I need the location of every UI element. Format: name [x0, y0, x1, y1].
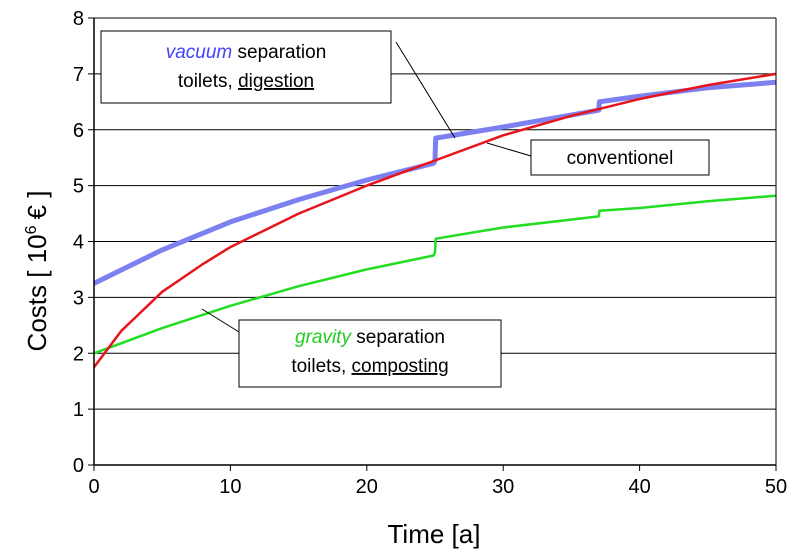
y-axis-label-main: Costs [ 10: [22, 234, 52, 351]
svg-text:gravity separation: gravity separation: [295, 327, 445, 348]
annotation-gravity-rest: separation: [356, 327, 445, 348]
annotation-gravity-box: [238, 319, 502, 388]
annotation-gravity: gravity separation toilets, composting: [201, 308, 502, 388]
svg-text:vacuum separation: vacuum separation: [166, 42, 327, 63]
axes: [88, 17, 777, 471]
y-tick-label-4: 4: [73, 232, 84, 254]
annotation-gravity-colored: gravity: [295, 327, 352, 348]
series-line-conventional: [93, 72, 777, 368]
y-tick-label-7: 7: [73, 64, 84, 86]
y-tick-label-5: 5: [73, 176, 84, 198]
annotation-vacuum-underlined: digestion: [238, 71, 314, 92]
y-tick-label-3: 3: [73, 287, 84, 309]
annotation-vacuum-colored: vacuum: [166, 42, 233, 63]
svg-text:toilets, digestion: toilets, digestion: [178, 71, 314, 92]
y-axis-label-exponent: 6: [23, 225, 40, 234]
annotation-vacuum-leader: [395, 41, 456, 139]
annotation-gravity-leader: [201, 308, 240, 333]
annotation-vacuum-rest: separation: [238, 42, 327, 63]
svg-text:Costs [ 106€ ]: Costs [ 106 € ]: [22, 191, 52, 352]
x-tick-label-40: 40: [628, 476, 650, 498]
annotation-gravity-plain: toilets,: [291, 356, 346, 377]
series-lines: [92, 72, 777, 368]
annotation-vacuum-box: [100, 30, 392, 104]
y-tick-label-0: 0: [73, 455, 84, 477]
x-axis-label: Time [a]: [388, 519, 481, 549]
x-tick-label-10: 10: [219, 476, 241, 498]
series-line-vacuum: [92, 79, 777, 286]
annotation-conventional-box: [530, 139, 710, 176]
series-line-gravity: [93, 194, 777, 355]
x-tick-label-50: 50: [765, 476, 787, 498]
y-axis-label: Costs [ 106 € ]: [22, 191, 52, 352]
annotation-vacuum-plain: toilets,: [178, 71, 233, 92]
annotation-conventional: conventionel: [486, 139, 710, 176]
y-tick-label-8: 8: [73, 8, 84, 30]
annotation-conventional-text: conventionel: [567, 148, 674, 169]
y-tick-label-6: 6: [73, 120, 84, 142]
svg-text:toilets, composting: toilets, composting: [291, 356, 448, 377]
annotation-conventional-leader: [486, 142, 532, 157]
annotation-vacuum: vacuum separation toilets, digestion: [100, 30, 456, 139]
x-tick-label-30: 30: [492, 476, 514, 498]
annotation-gravity-underlined: composting: [352, 356, 449, 377]
tick-labels: 0 1 2 3 4 5 6 7 8 0 10 20 30 40 50: [73, 8, 787, 498]
x-tick-label-0: 0: [88, 476, 99, 498]
y-tick-label-2: 2: [73, 343, 84, 365]
x-tick-label-20: 20: [356, 476, 378, 498]
y-axis-label-unit: € ]: [22, 191, 52, 220]
y-tick-label-1: 1: [73, 399, 84, 421]
